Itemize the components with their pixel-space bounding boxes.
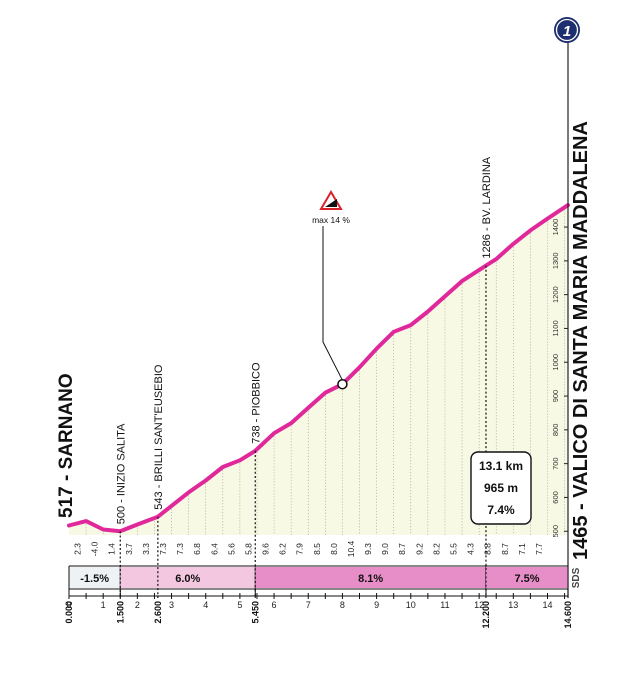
segment-grade-label: 7.5% [514, 573, 539, 585]
svg-text:1: 1 [563, 23, 571, 40]
segment-fill [485, 567, 568, 588]
segment-fill [69, 567, 121, 588]
max-gradient-marker: max 14 % [312, 190, 350, 390]
waypoint-distance: 2.600 [153, 601, 163, 624]
x-tick-label: 5 [237, 600, 242, 610]
km-gradient-label: 3.7 [124, 543, 134, 555]
x-tick-label: 9 [374, 600, 379, 610]
climb-summary-box: 13.1 km 965 m 7.4% [470, 451, 532, 525]
waypoint-distance: 5.450 [250, 601, 260, 624]
km-gradient-label: 3.3 [141, 543, 151, 555]
x-tick-label: 0 [66, 600, 71, 610]
start-distance-label: 0.000 [64, 601, 74, 624]
km-gradient-label: 7.1 [517, 543, 527, 555]
sds-logo: SDS [571, 567, 582, 588]
km-gradient-label: 8.8 [483, 543, 493, 555]
km-gradient-label: 5.8 [243, 543, 253, 555]
summary-length: 13.1 km [479, 459, 523, 473]
max-gradient-label: max 14 % [312, 215, 350, 225]
x-axis: 0 1 2 3 4 5 6 7 8 9 10 11 12 13 140.000 14.600 [64, 593, 573, 629]
x-tick-label: 10 [406, 600, 416, 610]
y-tick-label: 600 [551, 491, 560, 504]
y-tick-label: 900 [551, 390, 560, 403]
km-gradient-label: 8.7 [397, 543, 407, 555]
km-gradient-label: 8.7 [500, 543, 510, 555]
km-gradient-label: 7.3 [175, 543, 185, 555]
waypoint-label: 1286 - BV. LARDINA [481, 156, 493, 258]
waypoint-distance: 1.500 [115, 601, 125, 624]
km-gradient-label: 8.5 [312, 543, 322, 555]
km-gradient-label: 7.3 [158, 543, 168, 555]
segment-grade-label: -1.5% [80, 573, 109, 585]
km-gradient-label: 4.3 [466, 543, 476, 555]
waypoint-label: 543 - BRILLI SANT'EUSEBIO [153, 364, 165, 510]
x-tick-label: 4 [203, 600, 208, 610]
x-tick-label: 14 [542, 600, 552, 610]
y-tick-label: 1400 [551, 219, 560, 236]
x-tick-label: 6 [272, 600, 277, 610]
y-tick-label: 1000 [551, 354, 560, 371]
km-gradient-label: 6.2 [278, 543, 288, 555]
waypoint-label: 738 - PIOBBICO [250, 362, 262, 444]
x-tick-label: 7 [306, 600, 311, 610]
y-tick-label: 700 [551, 457, 560, 470]
y-tick-label: 500 [551, 525, 560, 538]
km-gradient-label: 1.4 [107, 543, 117, 555]
y-axis-ticks: 500 600 700 800 900 1000 1100 1200 1300 1400 [551, 219, 568, 538]
km-gradient-label: -4.0 [90, 541, 100, 556]
segment-bar: -1.5% 6.0% 8.1% 7.5% [68, 565, 569, 598]
x-tick-label: 1 [101, 600, 106, 610]
km-gradient-label: 7.9 [295, 543, 305, 555]
finish-badge: 1 [554, 17, 580, 43]
x-tick-label: 11 [440, 600, 449, 610]
start-label: 517 - SARNANO [56, 373, 77, 518]
x-tick-label: 8 [340, 600, 345, 610]
km-gradient-label: 9.0 [380, 543, 390, 555]
km-gradient-label: 7.7 [534, 543, 544, 555]
km-gradient-label: 10.4 [346, 540, 356, 557]
summary-average: 7.4% [487, 503, 515, 517]
waypoint-label: 500 - INIZIO SALITA [115, 423, 127, 524]
segment-grade-label: 8.1% [358, 573, 383, 585]
y-tick-label: 1100 [551, 320, 560, 336]
x-tick-label: 3 [169, 600, 174, 610]
km-gradient-label: 8.0 [329, 543, 339, 555]
segment-fill [120, 567, 256, 588]
profile-line [67, 203, 570, 534]
waypoint-distance: 12.200 [481, 601, 491, 629]
x-tick-label: 12 [474, 600, 484, 610]
km-gradient-label: 2.3 [73, 543, 83, 555]
km-gradient-label: 6.8 [192, 543, 202, 555]
waypoints: 500 - INIZIO SALITA 1.500 543 - BRILLI SAN… [115, 156, 493, 628]
x-tick-label: 13 [508, 600, 518, 610]
finish-label: 1465 - VALICO DI SANTA MARIA MADDALENA [570, 121, 592, 560]
km-gradient-label: 5.5 [449, 543, 459, 555]
y-tick-label: 1200 [551, 286, 560, 303]
km-gradient-label: 5.6 [226, 543, 236, 555]
x-tick-label: 2 [135, 600, 140, 610]
km-gradient-label: 9.3 [363, 543, 373, 555]
km-gradient-label: 6.4 [209, 543, 219, 555]
profile-area [69, 205, 568, 535]
y-tick-label: 1300 [551, 252, 560, 269]
km-gradient-label: 9.2 [414, 543, 424, 555]
km-gradient-labels: 2.3 -4.0 1.4 3.7 3.3 7.3 7.3 6.8 6.4 5.6 5.8 9.6 6.2… [73, 540, 544, 557]
segment-fill [255, 567, 486, 588]
end-distance-label: 14.600 [563, 601, 573, 629]
y-tick-label: 800 [551, 424, 560, 437]
km-gradient-label: 8.2 [431, 543, 441, 555]
km-gradient-label: 9.6 [261, 543, 271, 555]
segment-grade-label: 6.0% [175, 573, 200, 585]
summary-gain: 965 m [484, 481, 518, 495]
